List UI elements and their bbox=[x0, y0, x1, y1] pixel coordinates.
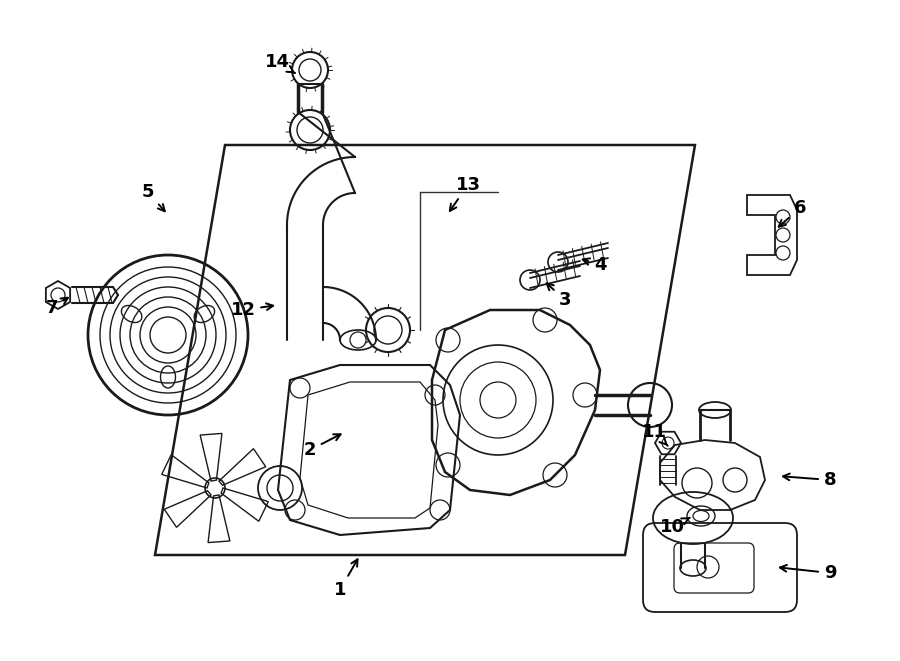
Text: 14: 14 bbox=[265, 53, 295, 73]
Text: 11: 11 bbox=[642, 423, 668, 446]
Text: 9: 9 bbox=[780, 564, 836, 582]
Text: 12: 12 bbox=[230, 301, 273, 319]
Text: 10: 10 bbox=[660, 518, 689, 536]
Text: 4: 4 bbox=[582, 256, 607, 274]
Text: 6: 6 bbox=[778, 199, 806, 227]
Text: 8: 8 bbox=[783, 471, 836, 489]
Text: 3: 3 bbox=[546, 284, 572, 309]
Text: 5: 5 bbox=[142, 183, 165, 212]
Text: 1: 1 bbox=[334, 559, 357, 599]
Text: 2: 2 bbox=[304, 434, 340, 459]
Text: 7: 7 bbox=[46, 297, 68, 317]
Text: 13: 13 bbox=[450, 176, 481, 211]
